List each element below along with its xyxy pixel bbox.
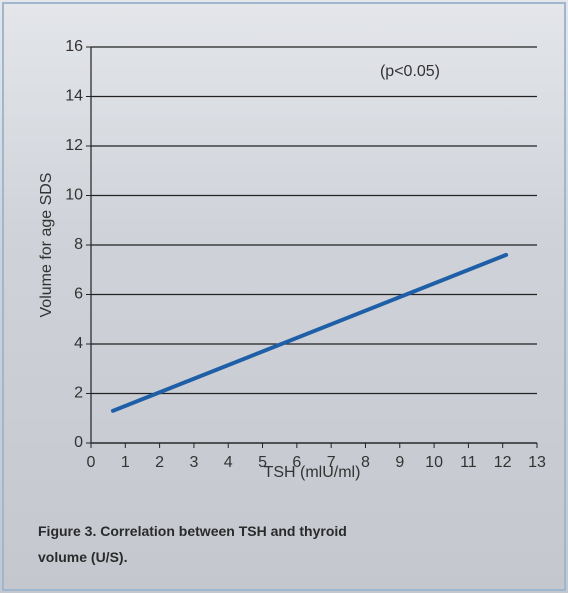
y-tick-label: 10 bbox=[65, 187, 83, 204]
y-axis-label: Volume for age SDS bbox=[38, 173, 55, 318]
y-tick-label: 0 bbox=[74, 434, 83, 451]
x-tick-label: 12 bbox=[494, 454, 512, 471]
y-tick-label: 16 bbox=[65, 38, 83, 55]
y-tick-label: 4 bbox=[74, 335, 83, 352]
x-tick-label: 9 bbox=[395, 454, 404, 471]
y-tick-label: 8 bbox=[74, 236, 83, 253]
x-tick-label: 4 bbox=[224, 454, 233, 471]
annotation: (p<0.05) bbox=[380, 63, 440, 80]
y-tick-label: 14 bbox=[65, 88, 83, 105]
x-axis-label: TSH (mlU/ml) bbox=[264, 464, 361, 481]
x-tick-label: 11 bbox=[460, 454, 477, 471]
x-tick-label: 5 bbox=[258, 454, 267, 471]
page: (p<0.05) TSH (mlU/ml) Volume for age SDS… bbox=[0, 0, 568, 593]
y-tick-label: 12 bbox=[65, 137, 83, 154]
x-tick-label: 0 bbox=[87, 454, 96, 471]
trend-line bbox=[113, 255, 506, 411]
x-tick-label: 6 bbox=[292, 454, 301, 471]
x-tick-label: 13 bbox=[528, 454, 546, 471]
y-tick-label: 6 bbox=[74, 286, 83, 303]
y-tick-label: 2 bbox=[74, 385, 83, 402]
frame bbox=[3, 3, 565, 590]
figure-caption: Figure 3. Correlation between TSH and th… bbox=[38, 518, 388, 570]
x-tick-label: 8 bbox=[361, 454, 370, 471]
chart: (p<0.05) TSH (mlU/ml) Volume for age SDS… bbox=[0, 0, 568, 593]
x-tick-label: 1 bbox=[121, 454, 130, 471]
x-tick-label: 2 bbox=[155, 454, 164, 471]
x-tick-label: 10 bbox=[425, 454, 443, 471]
x-tick-label: 3 bbox=[189, 454, 198, 471]
x-tick-label: 7 bbox=[327, 454, 336, 471]
